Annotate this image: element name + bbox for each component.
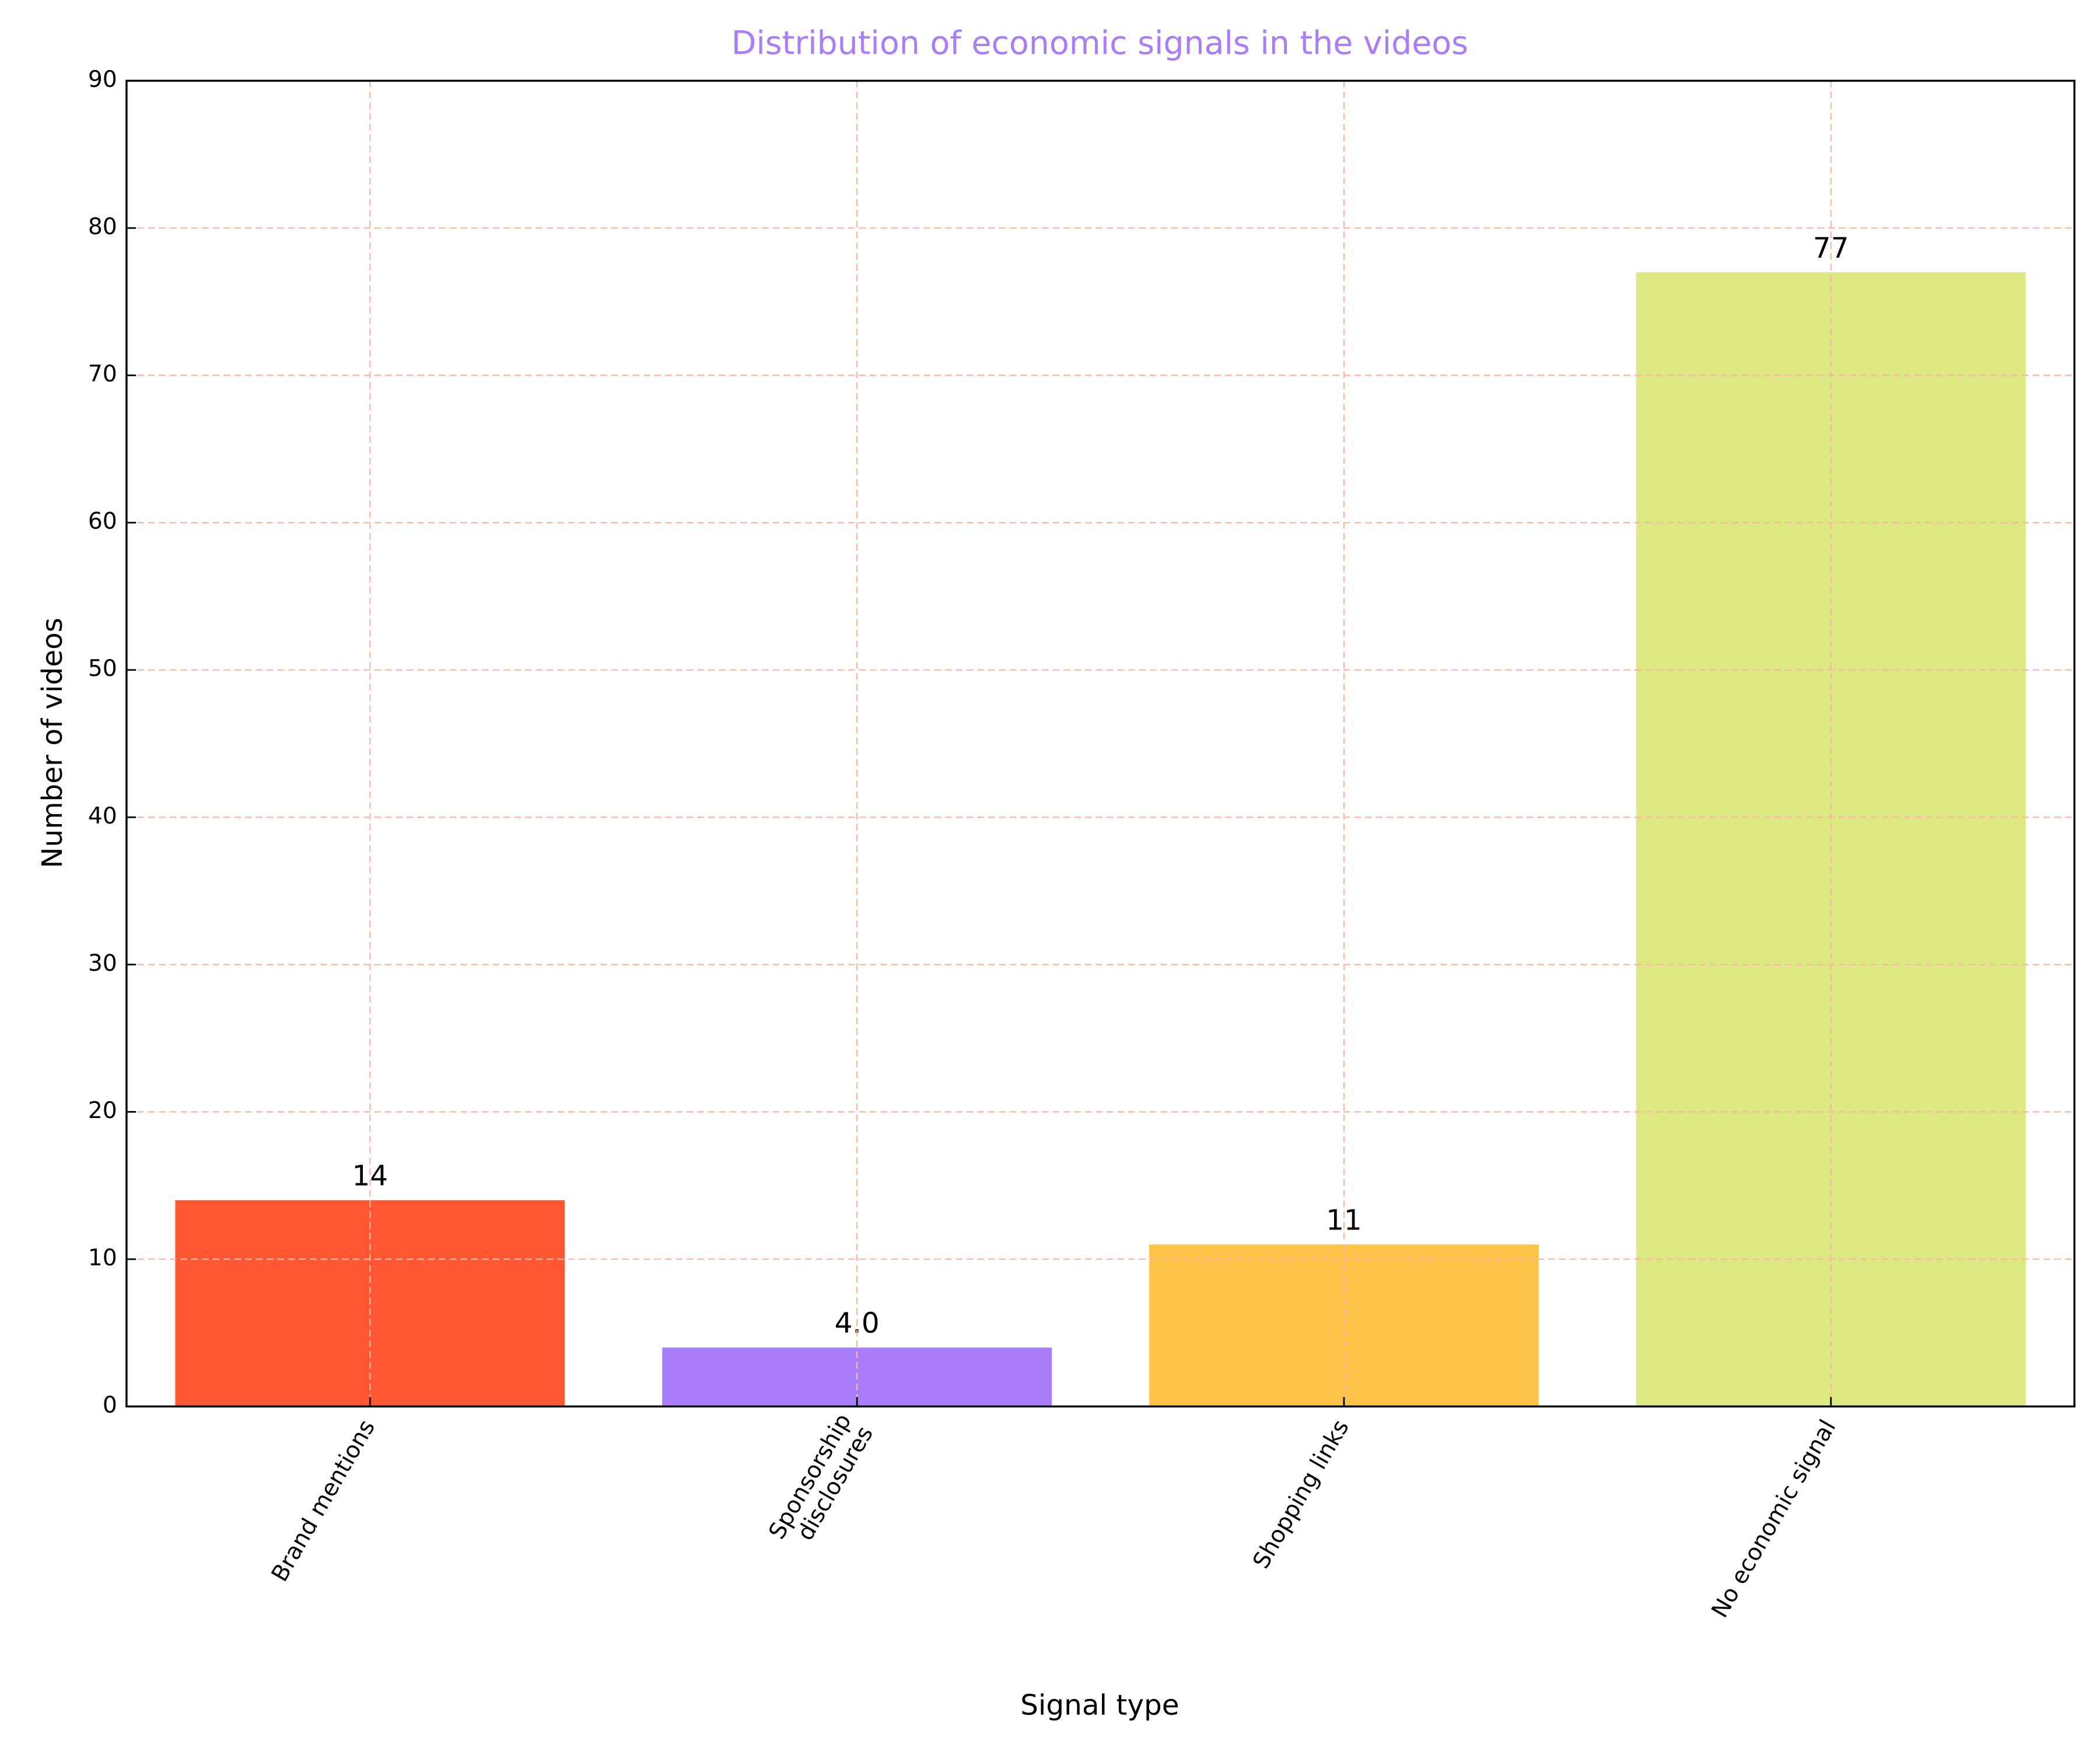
y-tick-label: 70 [88,361,117,387]
y-tick-label: 50 [88,656,117,682]
value-label: 14 [352,1160,388,1193]
x-tick-label: No economic signal [1707,1415,1842,1623]
y-tick-label: 90 [88,66,117,93]
chart-title: Distribution of economic signals in the … [732,24,1468,62]
x-tick-label: Sponsorshipdisclosures [764,1409,878,1556]
y-tick-label: 10 [88,1245,117,1271]
y-tick-label: 40 [88,803,117,829]
y-tick-label: 30 [88,950,117,976]
y-axis-label: Number of videos [36,618,69,868]
x-tick-label: Shopping links [1248,1415,1354,1574]
y-tick-label: 20 [88,1098,117,1124]
y-tick-label: 80 [88,214,117,240]
value-label: 11 [1326,1204,1362,1236]
x-tick-label: Brand mentions [267,1415,380,1586]
y-tick-label: 0 [103,1392,117,1418]
y-tick-label: 60 [88,509,117,535]
plot-frame [125,79,2076,1408]
x-axis-label: Signal type [1020,1689,1179,1722]
